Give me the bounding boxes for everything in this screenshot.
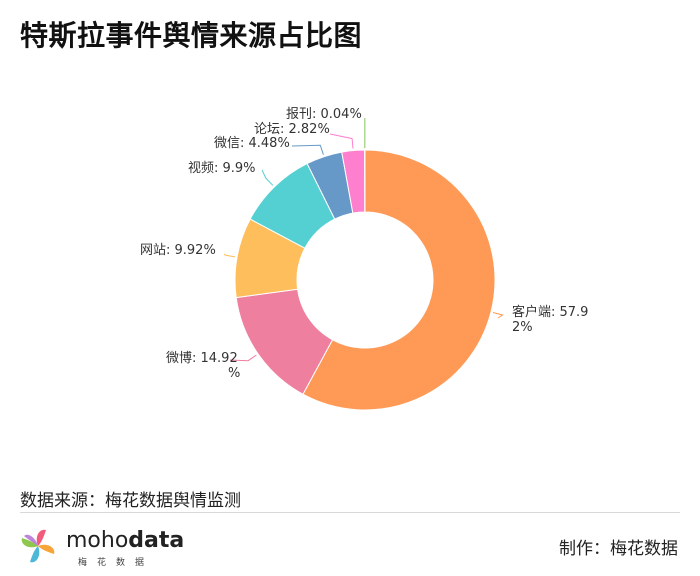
- leader-line-2: [229, 354, 257, 362]
- slice-label-3: 网站: 9.92%: [140, 243, 216, 258]
- slice-label-2: 微博: 14.92%: [166, 351, 240, 381]
- slice-label-4: 视频: 9.9%: [188, 161, 256, 176]
- pinwheel-logo-icon: [21, 529, 55, 563]
- slice-label-6: 论坛: 2.82%: [254, 122, 330, 137]
- chart-title: 特斯拉事件舆情来源占比图: [20, 19, 363, 52]
- leader-line-3: [223, 253, 236, 258]
- credit: 制作：梅花数据: [559, 539, 678, 559]
- logo-wordmark: mohodata: [66, 528, 185, 553]
- slice-label-5: 微信: 4.48%: [214, 136, 290, 151]
- logo-subtitle: 梅花数据: [78, 558, 155, 568]
- leader-line-1: [492, 312, 504, 319]
- donut-chart: 客户端: 57.9 2% 微博: 14.92 % 网站: 9.92% 视频: 9.9% 微信…: [140, 107, 588, 411]
- mohodata-logo: mohodata 梅花数据: [18, 524, 184, 568]
- divider: [20, 512, 680, 513]
- leader-line-4: [261, 169, 274, 186]
- leader-line-5: [291, 144, 324, 155]
- data-source: 数据来源：梅花数据舆情监测: [20, 491, 241, 511]
- leader-line-6: [329, 133, 354, 149]
- slice-label-1: 客户端: 57.9 2%: [512, 304, 588, 335]
- slice-1: [302, 149, 496, 411]
- slice-label-7: 报刊: 0.04%: [286, 107, 362, 122]
